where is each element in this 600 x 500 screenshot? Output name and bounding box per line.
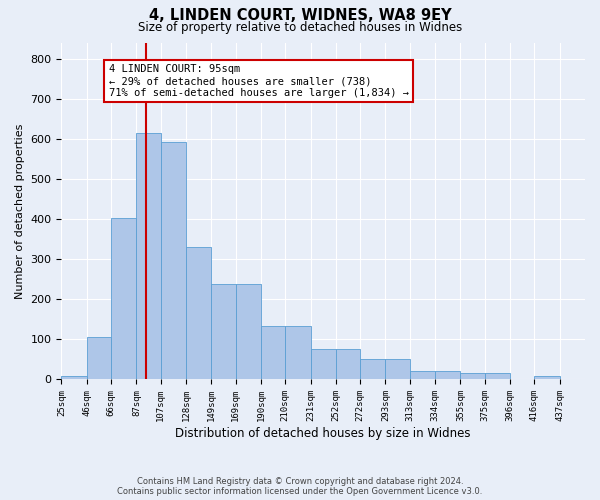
- Text: 4, LINDEN COURT, WIDNES, WA8 9EY: 4, LINDEN COURT, WIDNES, WA8 9EY: [149, 8, 451, 22]
- Bar: [485, 374, 510, 380]
- Bar: [111, 218, 136, 380]
- Text: 4 LINDEN COURT: 95sqm
← 29% of detached houses are smaller (738)
71% of semi-det: 4 LINDEN COURT: 95sqm ← 29% of detached …: [109, 64, 409, 98]
- Bar: [161, 142, 186, 380]
- Bar: [336, 348, 360, 380]
- Bar: [534, 376, 560, 380]
- Text: Contains HM Land Registry data © Crown copyright and database right 2024.
Contai: Contains HM Land Registry data © Crown c…: [118, 476, 482, 496]
- Bar: [186, 247, 211, 380]
- Bar: [460, 374, 485, 380]
- Bar: [61, 376, 87, 380]
- Bar: [385, 360, 410, 380]
- Y-axis label: Number of detached properties: Number of detached properties: [15, 124, 25, 298]
- Bar: [87, 337, 111, 380]
- Bar: [410, 372, 435, 380]
- X-axis label: Distribution of detached houses by size in Widnes: Distribution of detached houses by size …: [175, 427, 471, 440]
- Bar: [285, 326, 311, 380]
- Bar: [435, 372, 460, 380]
- Bar: [136, 133, 161, 380]
- Bar: [360, 360, 385, 380]
- Bar: [236, 284, 261, 380]
- Bar: [311, 348, 336, 380]
- Bar: [261, 326, 285, 380]
- Text: Size of property relative to detached houses in Widnes: Size of property relative to detached ho…: [138, 21, 462, 34]
- Bar: [211, 284, 236, 380]
